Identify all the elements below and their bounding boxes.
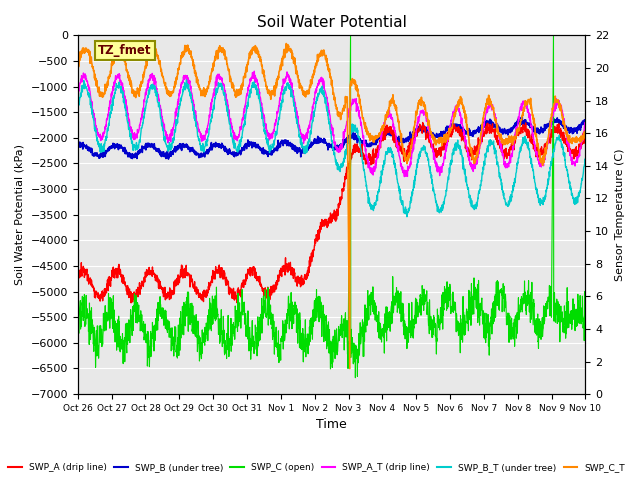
SWP_C (open) [568,314,575,320]
SWP_C_T [474,148,482,154]
SWP_C_T [308,79,316,84]
SWP_A_T (drip line) [74,92,82,97]
Y-axis label: Sensor Temperature (C): Sensor Temperature (C) [615,148,625,281]
SWP_B (under tree) [164,156,172,162]
SWP_A_T (drip line) [401,174,408,180]
SWP_C (open) [307,331,315,337]
SWP_C_T [582,130,589,136]
SWP_B (under tree) [518,114,526,120]
SWP_A (drip line) [127,300,135,306]
SWP_A_T (drip line) [308,111,316,117]
SWP_A_T (drip line) [567,156,575,162]
SWP_C_T [321,53,329,59]
SWP_C_T [74,63,82,69]
SWP_B (under tree) [100,149,108,155]
SWP_A (drip line) [567,150,575,156]
SWP_B_T (under tree) [321,96,329,101]
SWP_B_T (under tree) [100,145,108,151]
SWP_C_T [568,139,575,145]
SWP_B (under tree) [474,127,482,132]
Line: SWP_A (drip line): SWP_A (drip line) [78,122,586,303]
SWP_C (open) [351,375,359,381]
SWP_B_T (under tree) [403,214,411,220]
SWP_A (drip line) [100,290,108,296]
SWP_B_T (under tree) [182,77,190,83]
SWP_B_T (under tree) [567,187,575,193]
SWP_A (drip line) [419,120,426,125]
SWP_B (under tree) [74,144,82,149]
SWP_B (under tree) [567,125,575,131]
SWP_A_T (drip line) [100,130,108,135]
Line: SWP_B_T (under tree): SWP_B_T (under tree) [78,80,586,217]
SWP_B_T (under tree) [582,156,589,161]
Text: TZ_fmet: TZ_fmet [98,44,152,57]
X-axis label: Time: Time [316,419,347,432]
SWP_A (drip line) [582,130,589,136]
Title: Soil Water Potential: Soil Water Potential [257,15,406,30]
SWP_C (open) [582,320,589,325]
SWP_A_T (drip line) [582,123,589,129]
Legend: SWP_A (drip line), SWP_B (under tree), SWP_C (open), SWP_A_T (drip line), SWP_B_: SWP_A (drip line), SWP_B (under tree), S… [4,459,628,476]
SWP_C (open) [474,295,482,301]
SWP_A (drip line) [474,150,482,156]
SWP_A_T (drip line) [474,155,482,160]
Line: SWP_A_T (drip line): SWP_A_T (drip line) [78,71,586,177]
SWP_A_T (drip line) [321,88,329,94]
SWP_C (open) [74,311,82,316]
Line: SWP_B (under tree): SWP_B (under tree) [78,117,586,159]
SWP_A_T (drip line) [568,158,575,164]
SWP_C_T [282,41,290,47]
SWP_B (under tree) [582,120,589,126]
SWP_B (under tree) [308,139,316,145]
SWP_C (open) [567,321,575,326]
SWP_B (under tree) [568,127,575,132]
SWP_C_T [346,366,354,372]
Line: SWP_C (open): SWP_C (open) [78,36,586,378]
Y-axis label: Soil Water Potential (kPa): Soil Water Potential (kPa) [15,144,25,285]
SWP_A (drip line) [74,267,82,273]
SWP_C_T [100,90,108,96]
Line: SWP_C_T: SWP_C_T [78,44,586,369]
SWP_A (drip line) [568,150,575,156]
SWP_B_T (under tree) [568,185,575,191]
SWP_A (drip line) [308,250,316,256]
SWP_B_T (under tree) [474,196,482,202]
SWP_B (under tree) [321,136,329,142]
SWP_C (open) [321,318,328,324]
SWP_A_T (drip line) [250,68,258,74]
SWP_C (open) [347,33,355,38]
SWP_A (drip line) [321,218,329,224]
SWP_C_T [567,139,575,144]
SWP_B_T (under tree) [74,103,82,109]
SWP_B_T (under tree) [308,126,316,132]
SWP_C (open) [100,327,108,333]
